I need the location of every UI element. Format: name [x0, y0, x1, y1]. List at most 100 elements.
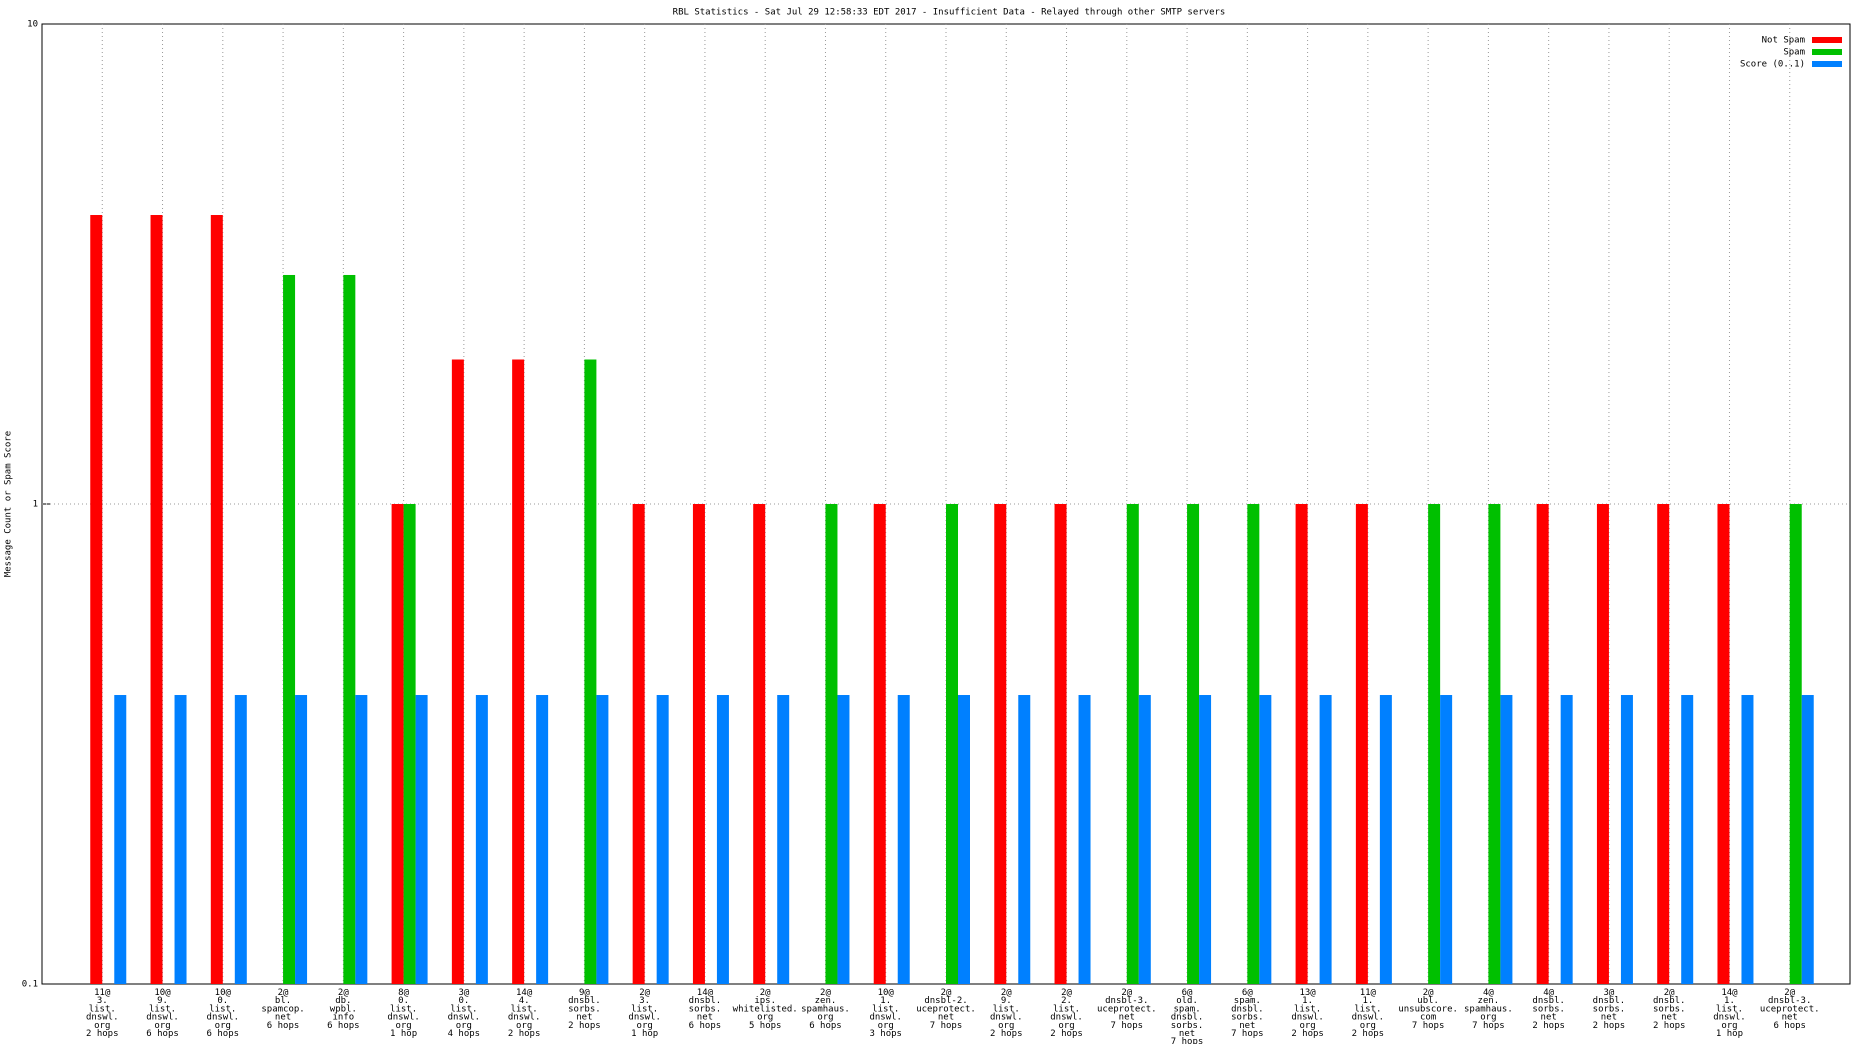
x-tick-label: 2@ dnsbl-2. uceprotect. net 7 hops — [916, 988, 976, 1031]
x-tick-label-line: 6 hops — [146, 1029, 179, 1039]
bar — [753, 504, 766, 984]
bar — [1295, 504, 1308, 984]
x-tick-label-line: 0. — [458, 996, 469, 1006]
bar — [1560, 695, 1573, 984]
x-tick-label: 14@ dnsbl. sorbs. net 6 hops — [689, 988, 722, 1031]
x-tick-label-line: sorbs. — [1532, 1004, 1565, 1014]
x-tick-label: 9@ dnsbl. sorbs. net 2 hops — [568, 988, 601, 1031]
bar — [584, 359, 597, 984]
x-tick-label: 2@ ubl. unsubscore. com 7 hops — [1398, 988, 1458, 1031]
x-tick-label: 14@ 1. list. dnswl. org 1 hop — [1713, 988, 1746, 1039]
x-tick-label-line: 4 hops — [448, 1029, 481, 1039]
bar — [716, 695, 729, 984]
x-tick-label-line: 2 hops — [1050, 1029, 1083, 1039]
x-tick-label-line: 4@ — [1543, 988, 1554, 998]
x-tick-label-line: 14@ — [1721, 988, 1738, 998]
x-tick-label-line: 4. — [519, 996, 530, 1006]
bar — [1488, 504, 1501, 984]
x-tick-label-line: 10@ — [878, 988, 895, 998]
x-tick-label-line: 2@ — [639, 988, 650, 998]
chart-title: RBL Statistics - Sat Jul 29 12:58:33 EDT… — [673, 8, 1226, 18]
y-tick-label: 10 — [27, 20, 38, 30]
x-tick-label-line: net — [1661, 1012, 1677, 1022]
x-tick-label-line: spamhaus. — [801, 1004, 850, 1014]
x-tick-label: 6@ spam. dnsbl. sorbs. net 7 hops — [1231, 988, 1264, 1039]
x-tick-label-line: list. — [872, 1004, 899, 1014]
x-tick-label-line: 2 hops — [1291, 1029, 1324, 1039]
x-tick-label-line: sorbs. — [1593, 1004, 1626, 1014]
x-tick-label-line: ips. — [754, 996, 776, 1006]
x-tick-label-line: 2@ — [820, 988, 831, 998]
x-tick-label-line: net — [697, 1012, 713, 1022]
x-tick-label-line: 10@ — [154, 988, 171, 998]
x-tick-label-line: uceprotect. — [1760, 1004, 1820, 1014]
bar — [777, 695, 790, 984]
x-tick-label-line: 3@ — [1604, 988, 1615, 998]
y-axis-label: Message Count or Spam Score — [4, 431, 14, 577]
x-tick-label-line: dnsbl. — [1593, 996, 1626, 1006]
x-tick-label-line: 1 hop — [631, 1029, 658, 1039]
x-tick-label-line: 6 hops — [809, 1020, 842, 1030]
bar — [1681, 695, 1694, 984]
x-tick-label-line: 7 hops — [1231, 1029, 1264, 1039]
x-tick-label-line: zen. — [1478, 996, 1500, 1006]
bar — [1187, 504, 1200, 984]
x-tick-label-line: org — [1058, 1020, 1074, 1030]
x-tick-label-line: dnswl. — [990, 1012, 1023, 1022]
x-tick-label-line: 2@ — [1423, 988, 1434, 998]
x-tick-label-line: 5 hops — [749, 1020, 782, 1030]
x-tick-label-line: dnswl. — [387, 1012, 420, 1022]
bar — [994, 504, 1007, 984]
x-tick-label-line: dnswl. — [1713, 1012, 1746, 1022]
bar — [692, 504, 705, 984]
x-tick-label-line: org — [817, 1012, 833, 1022]
bar — [234, 695, 247, 984]
x-tick-label-line: sorbs. — [689, 1004, 722, 1014]
bar — [1054, 504, 1067, 984]
x-tick-label-line: net — [1782, 1012, 1798, 1022]
x-tick-label-line: org — [456, 1020, 472, 1030]
bar — [210, 215, 223, 984]
bar — [946, 504, 958, 984]
x-tick-label-line: whitelisted. — [733, 1004, 798, 1014]
x-tick-label-line: 2@ — [1001, 988, 1012, 998]
x-tick-label-line: 11@ — [1360, 988, 1377, 998]
bar — [415, 695, 428, 984]
x-tick-label: 10@ 9. list. dnswl. org 6 hops — [146, 988, 179, 1039]
x-tick-label-line: com — [1420, 1012, 1436, 1022]
x-tick-label-line: dnsbl-3. — [1105, 996, 1148, 1006]
bar — [403, 504, 416, 984]
x-tick-label-line: org — [516, 1020, 532, 1030]
x-tick-label-line: dnswl. — [1291, 1012, 1324, 1022]
x-tick-label: 14@ 4. list. dnswl. org 2 hops — [508, 988, 541, 1039]
x-tick-label-line: list. — [1354, 1004, 1381, 1014]
x-tick-label-line: net — [1541, 1012, 1557, 1022]
x-tick-label: 2@ 2. list. dnswl. org 2 hops — [1050, 988, 1083, 1039]
bar — [873, 504, 886, 984]
x-tick-label-line: 1. — [1724, 996, 1735, 1006]
x-tick-label: 6@ old. spam. dnsbl. sorbs. net 7 hops — [1171, 988, 1204, 1044]
x-tick-label-line: spam. — [1234, 996, 1261, 1006]
x-tick-label-line: 6 hops — [267, 1020, 300, 1030]
x-tick-label-line: 2. — [1061, 996, 1072, 1006]
x-tick-label: 10@ 1. list. dnswl. org 3 hops — [869, 988, 902, 1039]
x-tick-label: 2@ zen. spamhaus. org 6 hops — [801, 988, 850, 1031]
x-tick-label-line: org — [94, 1020, 110, 1030]
x-tick-label-line: 3. — [97, 996, 108, 1006]
x-tick-label-line: 7 hops — [1171, 1037, 1204, 1044]
bar — [837, 695, 850, 984]
x-tick-label-line: 14@ — [516, 988, 533, 998]
x-tick-label-line: 2@ — [760, 988, 771, 998]
x-tick-label-line: 2 hops — [990, 1029, 1023, 1039]
x-tick-label-line: net — [938, 1012, 954, 1022]
x-tick-label-line: 11@ — [94, 988, 111, 998]
x-tick-label-line: list. — [993, 1004, 1020, 1014]
bar — [958, 695, 970, 984]
legend-label: Not Spam — [1762, 36, 1805, 46]
x-tick-label-line: 2@ — [1784, 988, 1795, 998]
x-tick-label: 8@ 0. list. dnswl. org 1 hop — [387, 988, 420, 1039]
x-tick-label-line: 6 hops — [207, 1029, 240, 1039]
x-tick-label-line: 2 hops — [568, 1020, 601, 1030]
x-tick-label-line: 0. — [217, 996, 228, 1006]
bar — [451, 359, 464, 984]
